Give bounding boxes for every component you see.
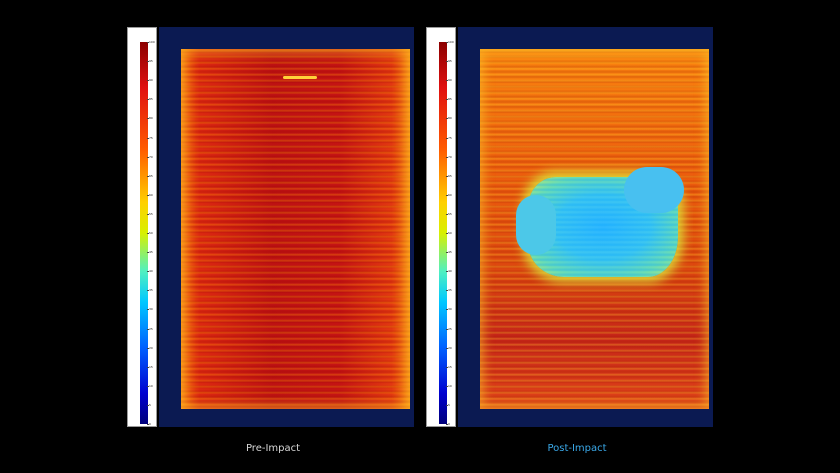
colorbar-tick-label: 40 [147,269,153,274]
colorbar-tick-label: 15 [147,364,153,369]
colorbar-tick-label: 0 [446,422,450,426]
colorbar-tick-label: 10 [446,383,452,388]
colorbar-tick-label: 25 [147,326,153,331]
colorbar-tick-label: 40 [446,269,452,274]
scan-map-frame [159,27,414,427]
colorbar-gradient [439,42,447,424]
colorbar-ticks: 100 95 90 85 80 75 70 65 60 55 50 45 40 35 30 25 20 15 10 5… [147,40,157,426]
post-impact-caption: Post-Impact [547,443,607,454]
colorbar-tick-label: 75 [147,135,153,140]
colorbar-tick-label: 95 [147,59,153,64]
colorbar-gradient [140,42,148,424]
colorbar-legend: 100 95 90 85 80 75 70 65 60 55 50 45 40 35 30 25 20 15 10 5… [426,27,456,427]
colorbar-tick-label: 80 [446,116,452,121]
colorbar-tick-label: 10 [147,383,153,388]
colorbar-tick-label: 15 [446,364,452,369]
edge-glow [181,49,410,409]
colorbar-tick-label: 55 [147,211,153,216]
colorbar-tick-label: 50 [147,231,153,235]
colorbar-tick-label: 45 [147,250,153,255]
colorbar-tick-label: 60 [446,192,452,197]
colorbar-tick-label: 25 [446,326,452,331]
pre-impact-caption: Pre-Impact [245,443,301,454]
scan-map-frame [458,27,713,427]
colorbar-tick-label: 35 [446,288,452,293]
surface-streak [283,76,317,79]
colorbar-tick-label: 90 [446,78,452,83]
post-impact-panel: 100 95 90 85 80 75 70 65 60 55 50 45 40 35 30 25 20 15 10 5… [426,27,713,427]
colorbar-tick-label: 85 [147,97,153,102]
colorbar-ticks: 100 95 90 85 80 75 70 65 60 55 50 45 40 35 30 25 20 15 10 5… [446,40,456,426]
colorbar-tick-label: 85 [446,97,452,102]
colorbar-tick-label: 60 [147,192,153,197]
colorbar-tick-label: 65 [446,173,452,178]
colorbar-tick-label: 100 [446,40,454,44]
pre-impact-scan-map [181,49,410,409]
colorbar-tick-label: 20 [446,345,452,350]
colorbar-tick-label: 0 [147,422,151,426]
colorbar-tick-label: 75 [446,135,452,140]
colorbar-tick-label: 45 [446,250,452,255]
colorbar-tick-label: 50 [446,231,452,235]
colorbar-tick-label: 30 [446,307,452,312]
colorbar-tick-label: 65 [147,173,153,178]
colorbar-tick-label: 95 [446,59,452,64]
pre-impact-panel: 100 95 90 85 80 75 70 65 60 55 50 45 40 35 30 25 20 15 10 5… [127,27,414,427]
colorbar-tick-label: 100 [147,40,155,44]
colorbar-tick-label: 35 [147,288,153,293]
colorbar-legend: 100 95 90 85 80 75 70 65 60 55 50 45 40 35 30 25 20 15 10 5… [127,27,157,427]
impact-damage-zone [516,167,684,277]
colorbar-tick-label: 90 [147,78,153,83]
colorbar-tick-label: 20 [147,345,153,350]
colorbar-tick-label: 30 [147,307,153,312]
colorbar-tick-label: 5 [147,402,151,407]
colorbar-tick-label: 55 [446,211,452,216]
colorbar-tick-label: 70 [147,154,153,159]
colorbar-tick-label: 5 [446,402,450,407]
colorbar-tick-label: 80 [147,116,153,121]
colorbar-tick-label: 70 [446,154,452,159]
post-impact-scan-map [480,49,709,409]
